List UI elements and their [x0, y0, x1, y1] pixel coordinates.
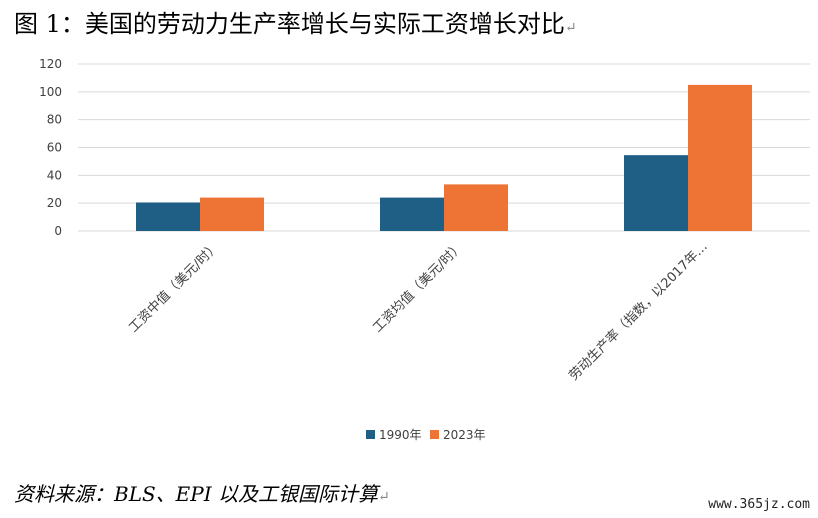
paragraph-mark: ↵	[564, 20, 577, 36]
y-tick-label: 80	[47, 113, 62, 127]
bar-1990	[624, 155, 688, 231]
x-category-label: 劳动生产率（指数，以2017年…	[566, 239, 711, 384]
bar-1990	[380, 197, 444, 231]
source-note: 资料来源：BLS、EPI 以及工银国际计算↵	[14, 478, 390, 507]
bar-2023	[688, 84, 752, 231]
legend-label-2023: 2023年	[443, 428, 486, 442]
figure-title: 图 1：美国的劳动力生产率增长与实际工资增长对比↵	[14, 4, 577, 39]
source-text: 资料来源：BLS、EPI 以及工银国际计算	[14, 482, 378, 506]
bar-chart: 0 20 40 60 80 100 120 工资中值（美元/时） 工资均值（美元/时） 劳动生产率…	[39, 57, 810, 442]
y-tick-label: 40	[47, 168, 62, 182]
bar-2023	[200, 197, 264, 231]
legend-label-1990: 1990年	[379, 428, 422, 442]
bar-2023	[444, 184, 508, 231]
y-tick-label: 100	[39, 85, 62, 99]
bar-1990	[136, 202, 200, 231]
watermark: www.365jz.com	[708, 497, 810, 512]
paragraph-mark-source: ↵	[378, 489, 390, 505]
legend-swatch-2023	[430, 430, 439, 439]
x-category-label: 工资均值（美元/时）	[370, 239, 467, 336]
y-tick-label: 0	[54, 224, 62, 238]
y-tick-label: 60	[47, 141, 62, 155]
x-category-label: 工资中值（美元/时）	[126, 239, 223, 336]
figure-title-text: 图 1：美国的劳动力生产率增长与实际工资增长对比	[14, 10, 565, 38]
y-tick-label: 120	[39, 57, 62, 71]
y-tick-label: 20	[47, 196, 62, 210]
legend-swatch-1990	[366, 430, 375, 439]
